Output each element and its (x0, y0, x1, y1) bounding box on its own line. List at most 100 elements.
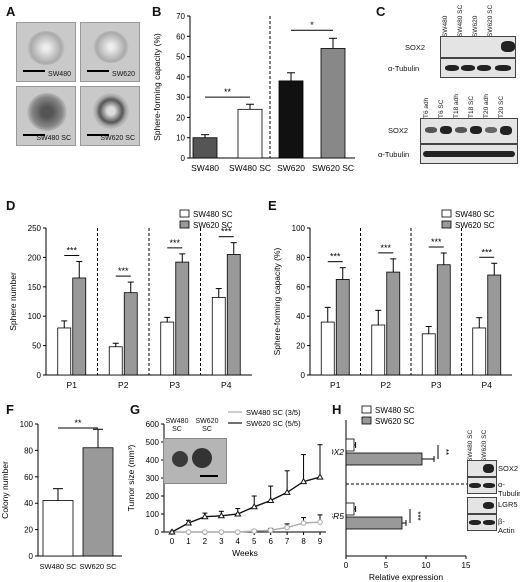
bar (192, 137, 218, 159)
bar (123, 292, 138, 376)
data-point (201, 512, 209, 520)
blot-lane-label: SW620 (472, 15, 479, 37)
y-tick-label: 300 (146, 474, 160, 483)
blot-lane-label: T18 SC (468, 95, 475, 118)
legend-swatch (179, 209, 190, 218)
y-tick-label: 0 (181, 154, 186, 163)
y-axis-label: Sphere-forming capacity (%) (152, 33, 162, 141)
category-label: SOX2 (332, 447, 344, 457)
significance-label: *** (413, 511, 422, 520)
panel-label-f: F (6, 402, 14, 417)
blot-row-label: SOX2 (388, 126, 409, 135)
significance-label: *** (169, 238, 180, 248)
blot-sox2-bottom (420, 118, 518, 144)
x-tick-label: SW480 (191, 163, 219, 173)
x-tick-label: P2 (118, 380, 129, 390)
legend-swatch (441, 220, 452, 229)
x-tick-label: 10 (422, 561, 431, 570)
y-tick-label: 20 (296, 342, 305, 351)
panel-label-c: C (376, 4, 386, 19)
photo-caption: SW620 SC (100, 135, 135, 142)
blot-lane-label: SW480 SC (457, 4, 464, 37)
y-tick-label: 70 (176, 12, 185, 21)
y-axis-label: Tumor size (mm³) (128, 444, 136, 511)
panel-label-b: B (152, 4, 162, 19)
bar (345, 502, 355, 516)
x-tick-label: 4 (236, 537, 241, 546)
x-tick-label: 2 (203, 537, 208, 546)
x-axis-label: Weeks (232, 548, 258, 558)
blot-lane-label: T20 adh (483, 94, 490, 118)
chart-b-sphere-capacity: 0 10 20 30 40 50 60 70 Sphere-forming capacity (… (152, 12, 355, 173)
blot-row-label: α-Tubulin (378, 150, 410, 159)
sphere-photo-sw620-sc: SW620 SC (80, 86, 140, 146)
y-axis-label: Sphere number (8, 272, 18, 331)
y-tick-label: 100 (292, 224, 306, 233)
data-point (300, 520, 307, 526)
blot-h-sox2 (467, 460, 497, 477)
data-point (317, 519, 323, 525)
y-tick-label: 40 (176, 73, 185, 82)
category-label: LGR5 (332, 511, 344, 521)
bar (472, 327, 487, 376)
x-tick-label: 5 (252, 537, 257, 546)
y-tick-label: 0 (301, 371, 306, 380)
blot-lane-label: T6 adh (423, 97, 430, 118)
data-point (184, 519, 193, 526)
bar (487, 274, 502, 376)
y-tick-label: 40 (296, 312, 305, 321)
y-tick-label: 0 (37, 371, 42, 380)
x-tick-label: P1 (330, 380, 341, 390)
significance-label: *** (66, 246, 77, 256)
series-line (172, 521, 321, 533)
y-axis-label: Colony number (0, 461, 10, 519)
blot-h-tubulin (467, 477, 497, 494)
blot-h-actin (467, 514, 497, 531)
bar (436, 264, 451, 376)
data-point (283, 488, 291, 495)
x-tick-label: P2 (381, 380, 392, 390)
bar (160, 321, 175, 376)
data-point (217, 512, 226, 519)
panel-label-g: G (130, 402, 141, 417)
y-tick-label: 80 (296, 253, 305, 262)
chart-d-sphere-number: 0 50 100 150 200 250 Sphere number P1 *** P2 *** P3… (8, 209, 252, 390)
bar (335, 279, 350, 376)
legend-swatch (361, 405, 372, 414)
x-tick-label: SW480 SC (39, 562, 77, 571)
y-tick-label: 0 (29, 552, 34, 561)
blot-row-label: SOX2 (498, 464, 519, 473)
x-tick-label: 5 (384, 561, 389, 570)
legend-swatch (361, 416, 372, 425)
data-point (266, 496, 275, 503)
legend-label: SW480 SC (375, 406, 415, 415)
y-tick-label: 400 (146, 456, 160, 465)
data-point (168, 528, 176, 535)
legend-label: SW620 SC (5/5) (246, 419, 301, 428)
photo-caption: SW620 (112, 71, 135, 78)
blot-lane-label: SW620 SC (487, 4, 494, 37)
tumor-photo (163, 438, 227, 484)
blot-h-lgr5 (467, 497, 497, 514)
bar (345, 438, 355, 452)
bar (82, 447, 114, 557)
blot-lane-label: T20 SC (498, 95, 505, 118)
chart-h-relative-expression: 0 5 10 15 Relative expression SOX2 ** LGR5 *** SW… (332, 405, 476, 582)
blot-sox2-top (440, 36, 516, 58)
x-tick-label: 3 (219, 537, 224, 546)
x-tick-label: 9 (318, 537, 323, 546)
y-tick-label: 10 (176, 134, 185, 143)
x-tick-label: 6 (268, 537, 273, 546)
blot-row-label: LGR5 (498, 500, 518, 509)
data-point (202, 529, 208, 535)
x-tick-label: 15 (462, 561, 471, 570)
y-tick-label: 20 (176, 113, 185, 122)
blot-tubulin-top (440, 58, 516, 78)
bar (175, 261, 190, 376)
bar (345, 516, 403, 530)
x-tick-label: P4 (482, 380, 493, 390)
panel-label-d: D (6, 198, 16, 213)
panel-label-h: H (332, 402, 342, 417)
x-tick-label: SW620 SC (79, 562, 117, 571)
blot-lane-label: SW480 SC (467, 429, 474, 462)
